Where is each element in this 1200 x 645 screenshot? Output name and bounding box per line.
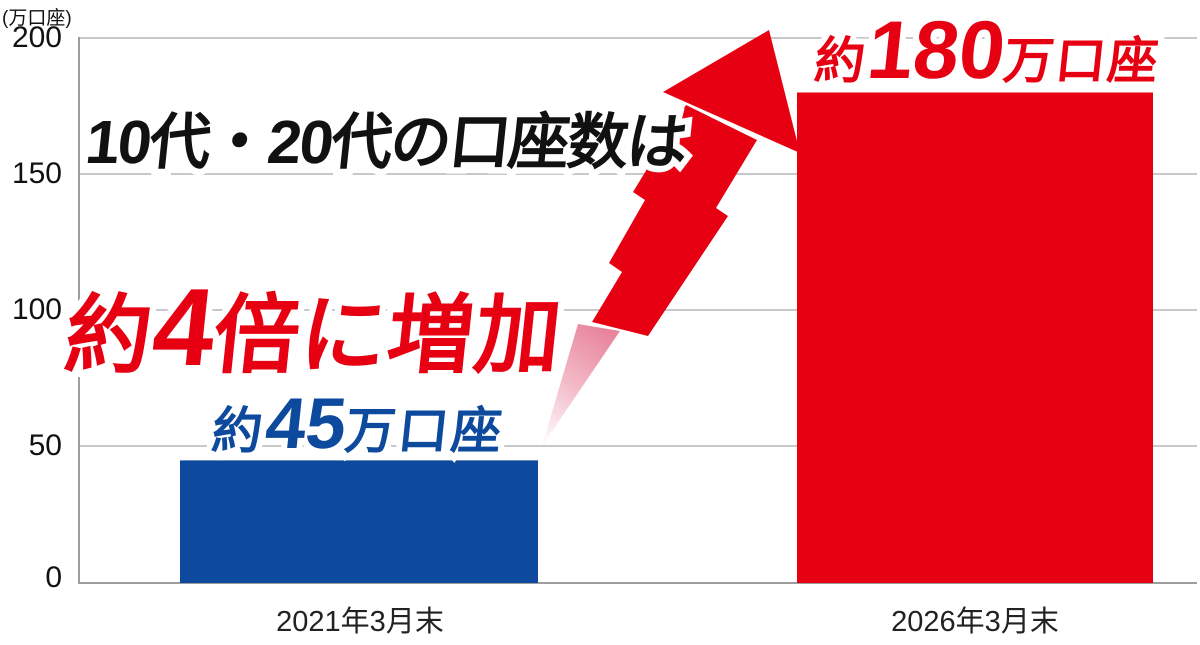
y-tick-0: 0 bbox=[45, 561, 62, 594]
headline: 10代・20代の口座数は 10代・20代の口座数は 約4倍に増加 約4倍に増加 bbox=[54, 0, 701, 396]
y-axis-unit-label: (万口座) bbox=[2, 8, 72, 29]
y-tick-200: 200 bbox=[11, 21, 62, 54]
headline-line2: 約4倍に増加 約4倍に増加 bbox=[54, 260, 672, 396]
value-label-2026-text: 約180万口座 bbox=[812, 5, 1163, 96]
value-label-2026: 約180万口座 約180万口座 bbox=[806, 0, 1169, 102]
arrow-tail bbox=[542, 324, 620, 446]
value-label-2021: 約45万口座 約45万口座 bbox=[203, 378, 513, 470]
growth-arrow bbox=[542, 30, 800, 446]
x-label-2021: 2021年3月末 bbox=[276, 606, 444, 638]
arrow-shaft bbox=[592, 105, 757, 336]
headline-line2-text: 約4倍に増加 bbox=[60, 266, 567, 389]
headline-line1: 10代・20代の口座数は 10代・20代の口座数は bbox=[76, 102, 696, 183]
y-tick-50: 50 bbox=[28, 429, 62, 462]
bar-2026 bbox=[797, 92, 1153, 583]
value-label-2021-text: 約45万口座 bbox=[209, 384, 508, 464]
headline-line1-text: 10代・20代の口座数は bbox=[82, 108, 690, 176]
arrow-head bbox=[663, 30, 800, 153]
y-tick-100: 100 bbox=[11, 293, 62, 326]
bar-2021 bbox=[180, 460, 538, 583]
y-tick-150: 150 bbox=[11, 157, 62, 190]
x-label-2026: 2026年3月末 bbox=[891, 606, 1059, 638]
